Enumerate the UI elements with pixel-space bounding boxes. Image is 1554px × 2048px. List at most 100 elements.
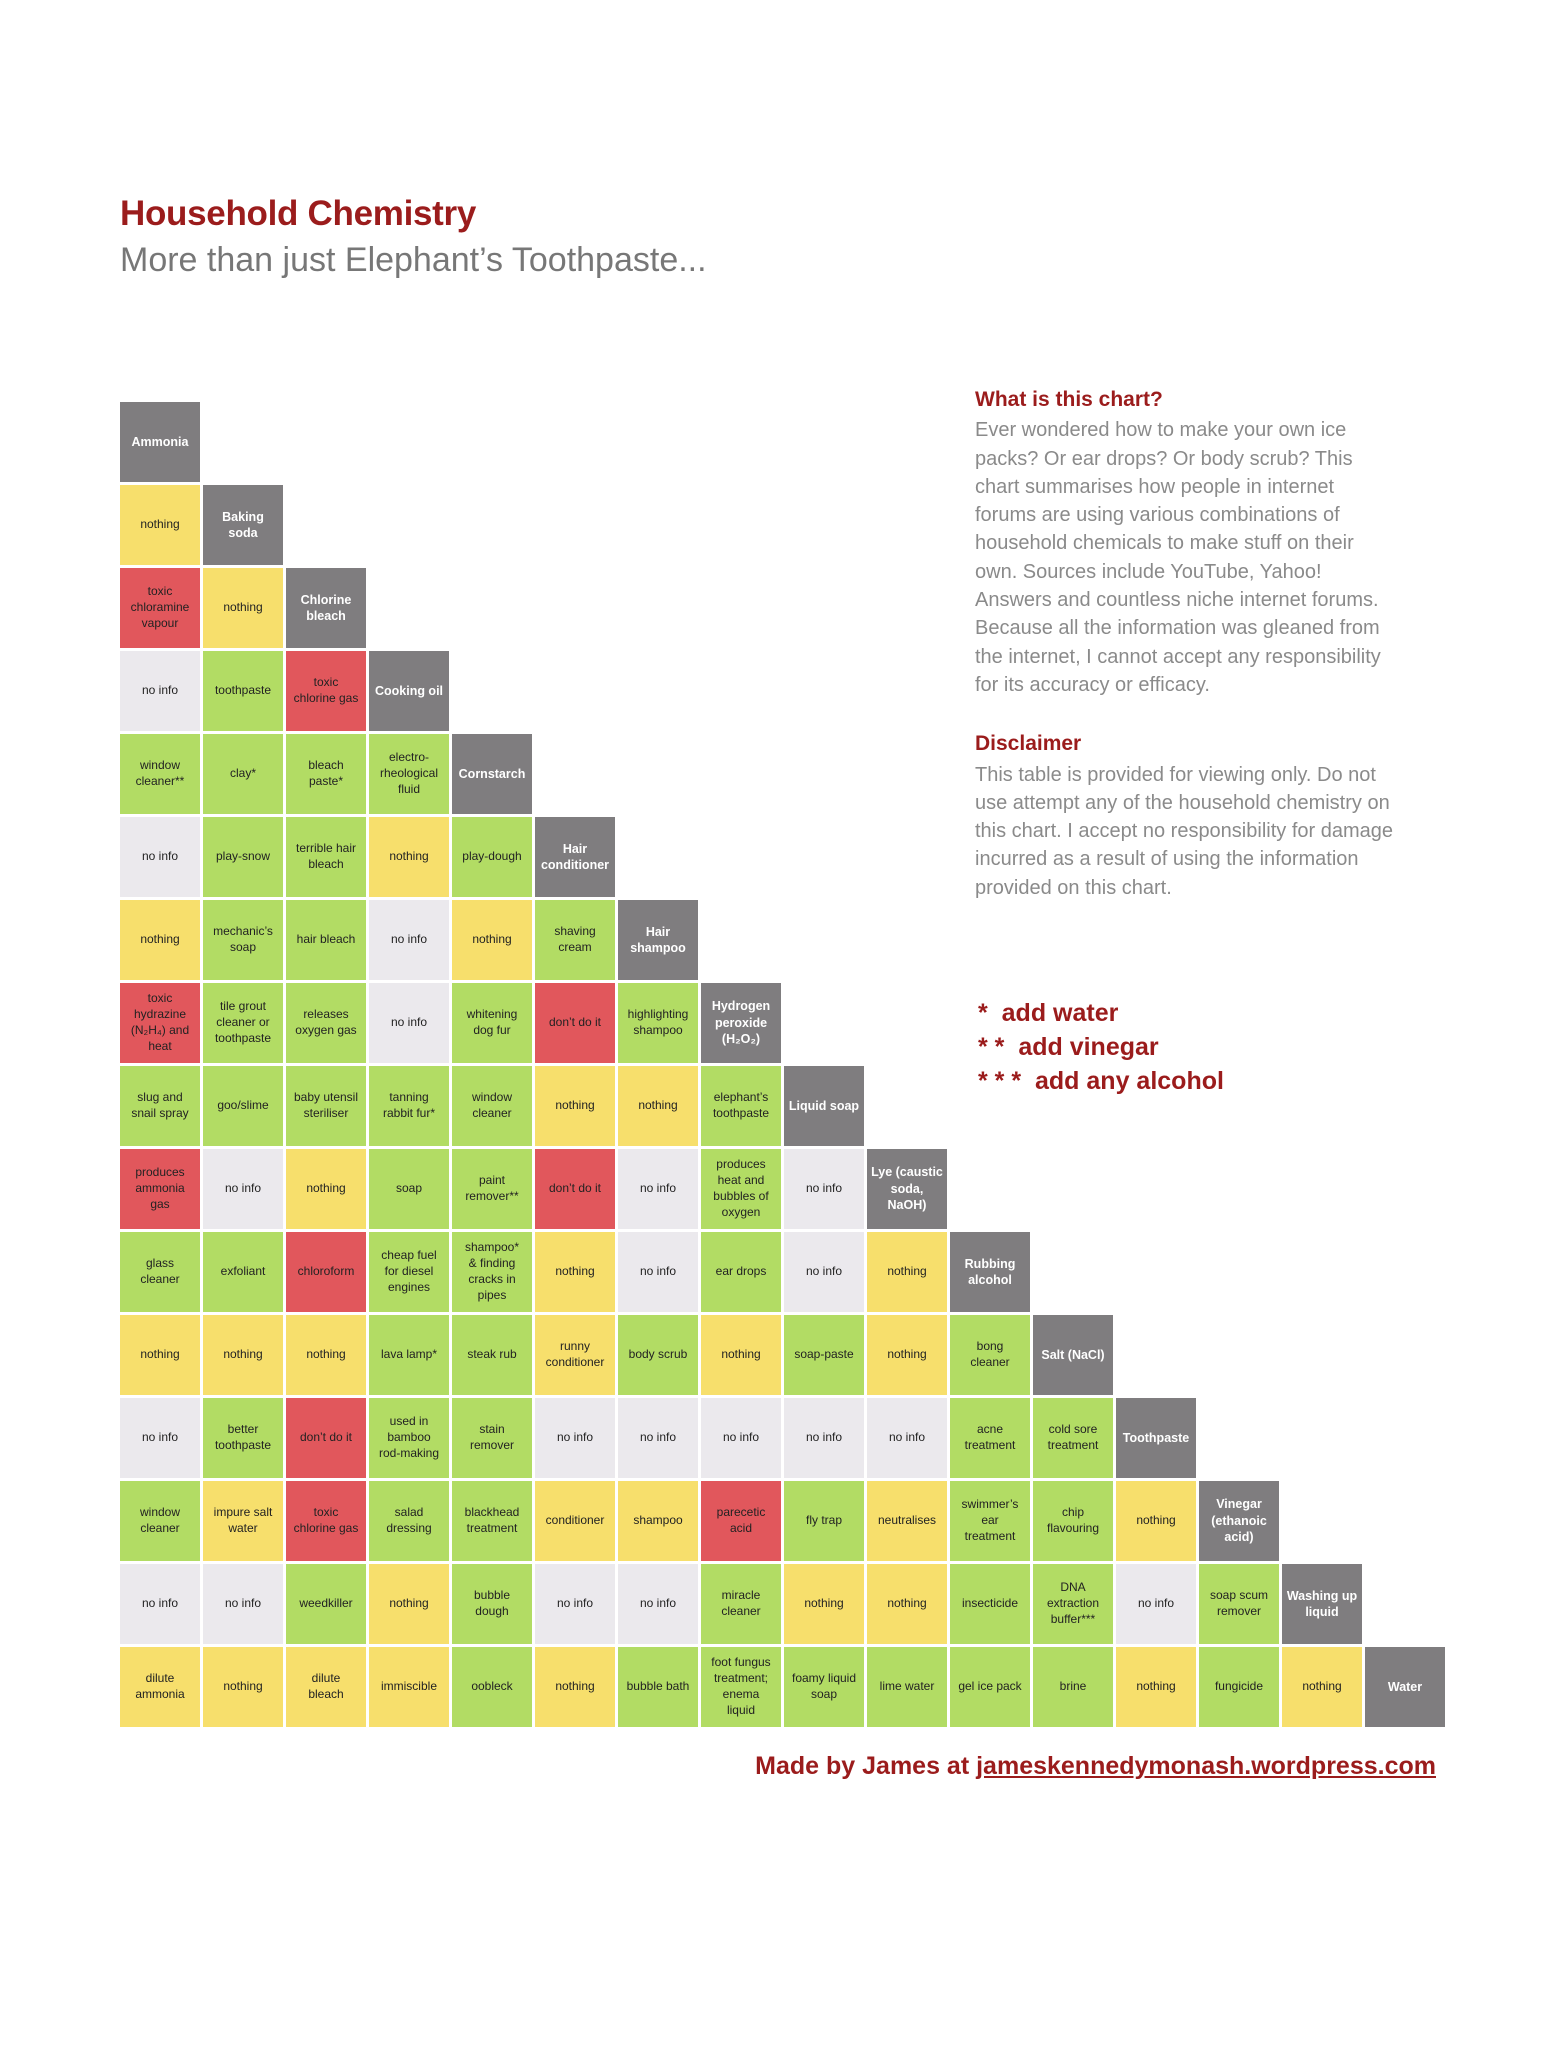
combination-cell: window cleaner** bbox=[120, 734, 200, 814]
combination-cell: fly trap bbox=[784, 1481, 864, 1561]
combination-cell: nothing bbox=[535, 1647, 615, 1727]
combination-cell: baby utensil steriliser bbox=[286, 1066, 366, 1146]
chemical-header-cell: Salt (NaCl) bbox=[1033, 1315, 1113, 1395]
combination-cell: bubble dough bbox=[452, 1564, 532, 1644]
combination-cell: lava lamp* bbox=[369, 1315, 449, 1395]
combination-cell: clay* bbox=[203, 734, 283, 814]
legend-mark: * * bbox=[978, 1033, 1005, 1061]
combination-cell: lime water bbox=[867, 1647, 947, 1727]
combination-cell: play-dough bbox=[452, 817, 532, 897]
combination-cell: tile grout cleaner or toothpaste bbox=[203, 983, 283, 1063]
disclaimer-heading: Disclaimer bbox=[975, 732, 1082, 756]
combination-cell: swimmer’s ear treatment bbox=[950, 1481, 1030, 1561]
chemical-header-cell: Toothpaste bbox=[1116, 1398, 1196, 1478]
combination-cell: nothing bbox=[1116, 1647, 1196, 1727]
info-heading: What is this chart? bbox=[975, 388, 1163, 411]
legend-text: add vinegar bbox=[1018, 1033, 1159, 1061]
combination-cell: highlighting shampoo bbox=[618, 983, 698, 1063]
combination-cell: toothpaste bbox=[203, 651, 283, 731]
combination-cell: nothing bbox=[369, 1564, 449, 1644]
combination-cell: oobleck bbox=[452, 1647, 532, 1727]
combination-cell: slug and snail spray bbox=[120, 1066, 200, 1146]
combination-cell: toxic chlorine gas bbox=[286, 1481, 366, 1561]
combination-cell: soap bbox=[369, 1149, 449, 1229]
combination-cell: window cleaner bbox=[120, 1481, 200, 1561]
combination-cell: brine bbox=[1033, 1647, 1113, 1727]
combination-cell: no info bbox=[784, 1232, 864, 1312]
combination-cell: DNA extraction buffer*** bbox=[1033, 1564, 1113, 1644]
combination-cell: dilute ammonia bbox=[120, 1647, 200, 1727]
chemical-header-cell: Baking soda bbox=[203, 485, 283, 565]
combination-cell: nothing bbox=[203, 568, 283, 648]
combination-cell: cold sore treatment bbox=[1033, 1398, 1113, 1478]
combination-cell: no info bbox=[535, 1398, 615, 1478]
combination-cell: releases oxygen gas bbox=[286, 983, 366, 1063]
combination-cell: nothing bbox=[203, 1315, 283, 1395]
combination-cell: steak rub bbox=[452, 1315, 532, 1395]
combination-cell: no info bbox=[867, 1398, 947, 1478]
combination-cell: no info bbox=[120, 817, 200, 897]
combination-cell: nothing bbox=[452, 900, 532, 980]
chemical-header-cell: Rubbing alcohol bbox=[950, 1232, 1030, 1312]
combination-cell: foot fungus treatment; enema liquid bbox=[701, 1647, 781, 1727]
combination-cell: no info bbox=[618, 1564, 698, 1644]
combination-cell: no info bbox=[1116, 1564, 1196, 1644]
combination-cell: bubble bath bbox=[618, 1647, 698, 1727]
combination-cell: no info bbox=[203, 1149, 283, 1229]
combination-cell: hair bleach bbox=[286, 900, 366, 980]
combination-cell: elephant’s toothpaste bbox=[701, 1066, 781, 1146]
combination-cell: immiscible bbox=[369, 1647, 449, 1727]
combination-cell: bleach paste* bbox=[286, 734, 366, 814]
combination-cell: produces heat and bubbles of oxygen bbox=[701, 1149, 781, 1229]
combination-cell: stain remover bbox=[452, 1398, 532, 1478]
combination-cell: no info bbox=[535, 1564, 615, 1644]
combination-cell: don’t do it bbox=[535, 1149, 615, 1229]
combination-cell: nothing bbox=[535, 1232, 615, 1312]
combination-cell: no info bbox=[784, 1149, 864, 1229]
legend-mark: * * * bbox=[978, 1067, 1022, 1095]
chemical-header-cell: Cooking oil bbox=[369, 651, 449, 731]
combination-cell: acne treatment bbox=[950, 1398, 1030, 1478]
combination-cell: gel ice pack bbox=[950, 1647, 1030, 1727]
combination-cell: shaving cream bbox=[535, 900, 615, 980]
combination-cell: nothing bbox=[867, 1564, 947, 1644]
combination-cell: chloroform bbox=[286, 1232, 366, 1312]
legend-item-vinegar: * * add vinegar bbox=[978, 1030, 1224, 1064]
combination-cell: parecetic acid bbox=[701, 1481, 781, 1561]
combination-cell: fungicide bbox=[1199, 1647, 1279, 1727]
combination-cell: runny conditioner bbox=[535, 1315, 615, 1395]
combination-cell: body scrub bbox=[618, 1315, 698, 1395]
combination-cell: no info bbox=[369, 983, 449, 1063]
info-panel: What is this chart? Ever wondered how to… bbox=[975, 386, 1395, 902]
combination-cell: salad dressing bbox=[369, 1481, 449, 1561]
combination-cell: no info bbox=[618, 1232, 698, 1312]
combination-cell: miracle cleaner bbox=[701, 1564, 781, 1644]
combination-cell: no info bbox=[784, 1398, 864, 1478]
page-subtitle: More than just Elephant’s Toothpaste... bbox=[120, 241, 707, 279]
combination-cell: electro- rheological fluid bbox=[369, 734, 449, 814]
combination-cell: nothing bbox=[784, 1564, 864, 1644]
chemical-header-cell: Hair shampoo bbox=[618, 900, 698, 980]
combination-cell: mechanic’s soap bbox=[203, 900, 283, 980]
combination-cell: no info bbox=[618, 1149, 698, 1229]
combination-cell: nothing bbox=[286, 1149, 366, 1229]
disclaimer-block: Disclaimer This table is provided for vi… bbox=[975, 730, 1395, 902]
combination-cell: conditioner bbox=[535, 1481, 615, 1561]
chemical-header-cell: Ammonia bbox=[120, 402, 200, 482]
combination-cell: nothing bbox=[203, 1647, 283, 1727]
combination-cell: nothing bbox=[1116, 1481, 1196, 1561]
legend-text: add water bbox=[1001, 999, 1119, 1027]
combination-cell: chip flavouring bbox=[1033, 1481, 1113, 1561]
combination-cell: soap scum remover bbox=[1199, 1564, 1279, 1644]
chemical-header-cell: Water bbox=[1365, 1647, 1445, 1727]
combination-cell: used in bamboo rod-making bbox=[369, 1398, 449, 1478]
combination-cell: nothing bbox=[535, 1066, 615, 1146]
combination-cell: better toothpaste bbox=[203, 1398, 283, 1478]
legend-text: add any alcohol bbox=[1035, 1067, 1224, 1095]
combination-cell: blackhead treatment bbox=[452, 1481, 532, 1561]
page-title: Household Chemistry bbox=[120, 194, 477, 233]
combination-cell: no info bbox=[369, 900, 449, 980]
legend-item-alcohol: * * * add any alcohol bbox=[978, 1064, 1224, 1098]
footer-link[interactable]: jameskennedymonash.wordpress.com bbox=[976, 1752, 1436, 1780]
combination-cell: nothing bbox=[701, 1315, 781, 1395]
